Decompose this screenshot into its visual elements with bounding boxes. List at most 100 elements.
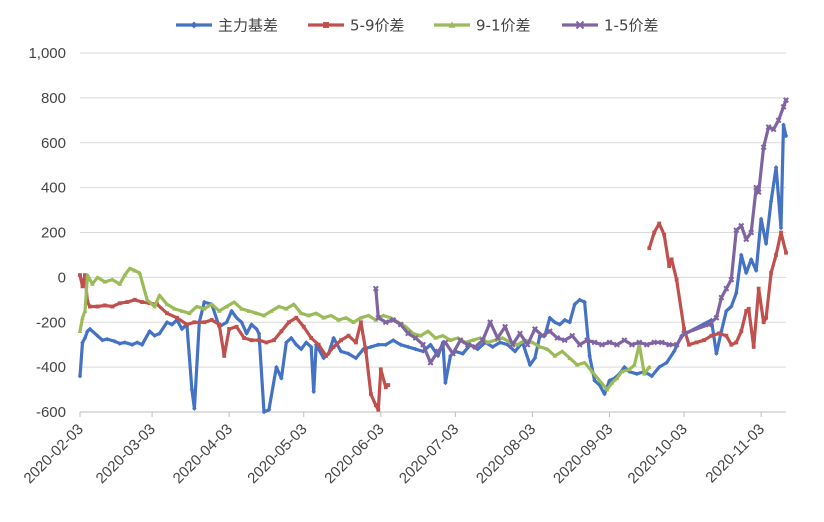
- data-point: [244, 331, 249, 336]
- legend: 主力基差 5-9价差 9-1价差 1-5价差: [176, 17, 659, 35]
- data-point: [316, 342, 321, 347]
- legend-label: 5-9价差: [350, 17, 405, 35]
- data-point: [614, 376, 620, 381]
- data-point: [383, 342, 389, 347]
- data-point: [743, 270, 749, 276]
- legend-item: 9-1价差: [434, 17, 531, 35]
- data-point: [671, 349, 677, 354]
- data-point: [760, 144, 767, 151]
- data-point: [224, 320, 229, 325]
- series-line: [78, 266, 651, 392]
- x-tick-label: 2020-04-03: [170, 421, 236, 487]
- data-point: [77, 373, 83, 379]
- data-point: [132, 268, 137, 273]
- data-point: [627, 367, 632, 372]
- data-point: [674, 277, 679, 282]
- data-point: [284, 340, 289, 345]
- data-point: [739, 329, 744, 334]
- data-point: [509, 341, 516, 348]
- data-point: [338, 349, 344, 354]
- data-point: [217, 322, 222, 327]
- data-point: [716, 331, 721, 336]
- data-point: [222, 353, 227, 358]
- data-point: [328, 313, 334, 318]
- data-point: [257, 338, 261, 343]
- data-point: [117, 281, 123, 286]
- data-point: [306, 313, 311, 318]
- data-point: [398, 342, 403, 347]
- data-point: [331, 335, 336, 341]
- data-point: [301, 324, 306, 329]
- data-point: [669, 257, 674, 262]
- data-point: [239, 306, 244, 311]
- data-point: [532, 355, 538, 361]
- data-point: [144, 297, 150, 302]
- legend-label: 1-5价差: [604, 17, 659, 35]
- legend-item: 5-9价差: [308, 17, 405, 35]
- data-point: [157, 293, 162, 298]
- data-point: [405, 330, 412, 337]
- data-point: [266, 407, 272, 413]
- data-point: [751, 345, 756, 349]
- data-point: [249, 322, 254, 327]
- data-point: [378, 367, 383, 372]
- data-point: [753, 184, 760, 191]
- data-point: [591, 339, 598, 346]
- data-point: [122, 340, 127, 345]
- data-point: [765, 124, 772, 131]
- data-point: [539, 332, 546, 339]
- data-point: [649, 373, 655, 379]
- data-point: [239, 320, 244, 325]
- data-point: [425, 328, 431, 334]
- data-point: [779, 230, 783, 235]
- data-point: [724, 333, 729, 338]
- data-point: [254, 326, 259, 332]
- data-point: [577, 297, 582, 303]
- data-point: [102, 303, 107, 308]
- data-point: [85, 300, 90, 304]
- data-point: [95, 275, 100, 280]
- data-point: [770, 126, 777, 133]
- data-point: [667, 264, 672, 269]
- data-point: [773, 165, 779, 170]
- data-point: [634, 371, 640, 377]
- data-point: [80, 315, 85, 320]
- data-point: [622, 364, 627, 370]
- data-point: [216, 308, 222, 313]
- data-point: [647, 364, 652, 369]
- data-point: [560, 349, 565, 354]
- data-point: [733, 227, 740, 234]
- data-point: [353, 355, 359, 361]
- data-point: [647, 246, 652, 251]
- data-point: [554, 334, 561, 341]
- data-point: [433, 335, 438, 340]
- data-point: [291, 302, 297, 307]
- data-point: [405, 344, 411, 350]
- data-point: [656, 364, 662, 370]
- data-point: [386, 383, 391, 387]
- data-point: [664, 360, 669, 365]
- y-tick-label: 200: [41, 225, 66, 242]
- data-point: [748, 229, 755, 236]
- data-point: [311, 389, 316, 395]
- data-point: [694, 340, 699, 345]
- data-point: [372, 285, 379, 292]
- data-point: [427, 359, 434, 366]
- data-point: [756, 286, 761, 291]
- data-point: [412, 334, 419, 341]
- data-point: [662, 232, 667, 237]
- data-point: [464, 341, 471, 348]
- data-point: [175, 315, 179, 320]
- data-point: [202, 306, 207, 311]
- data-point: [227, 327, 232, 331]
- data-point: [313, 311, 319, 316]
- data-point: [457, 337, 464, 344]
- x-tick-label: 2020-02-03: [21, 421, 87, 487]
- series-2: [78, 221, 788, 412]
- legend-swatch-marker: [575, 20, 585, 30]
- data-point: [440, 333, 446, 338]
- legend-item: 1-5价差: [562, 17, 659, 35]
- data-point: [346, 351, 351, 356]
- data-point: [567, 355, 572, 360]
- data-point: [383, 385, 388, 390]
